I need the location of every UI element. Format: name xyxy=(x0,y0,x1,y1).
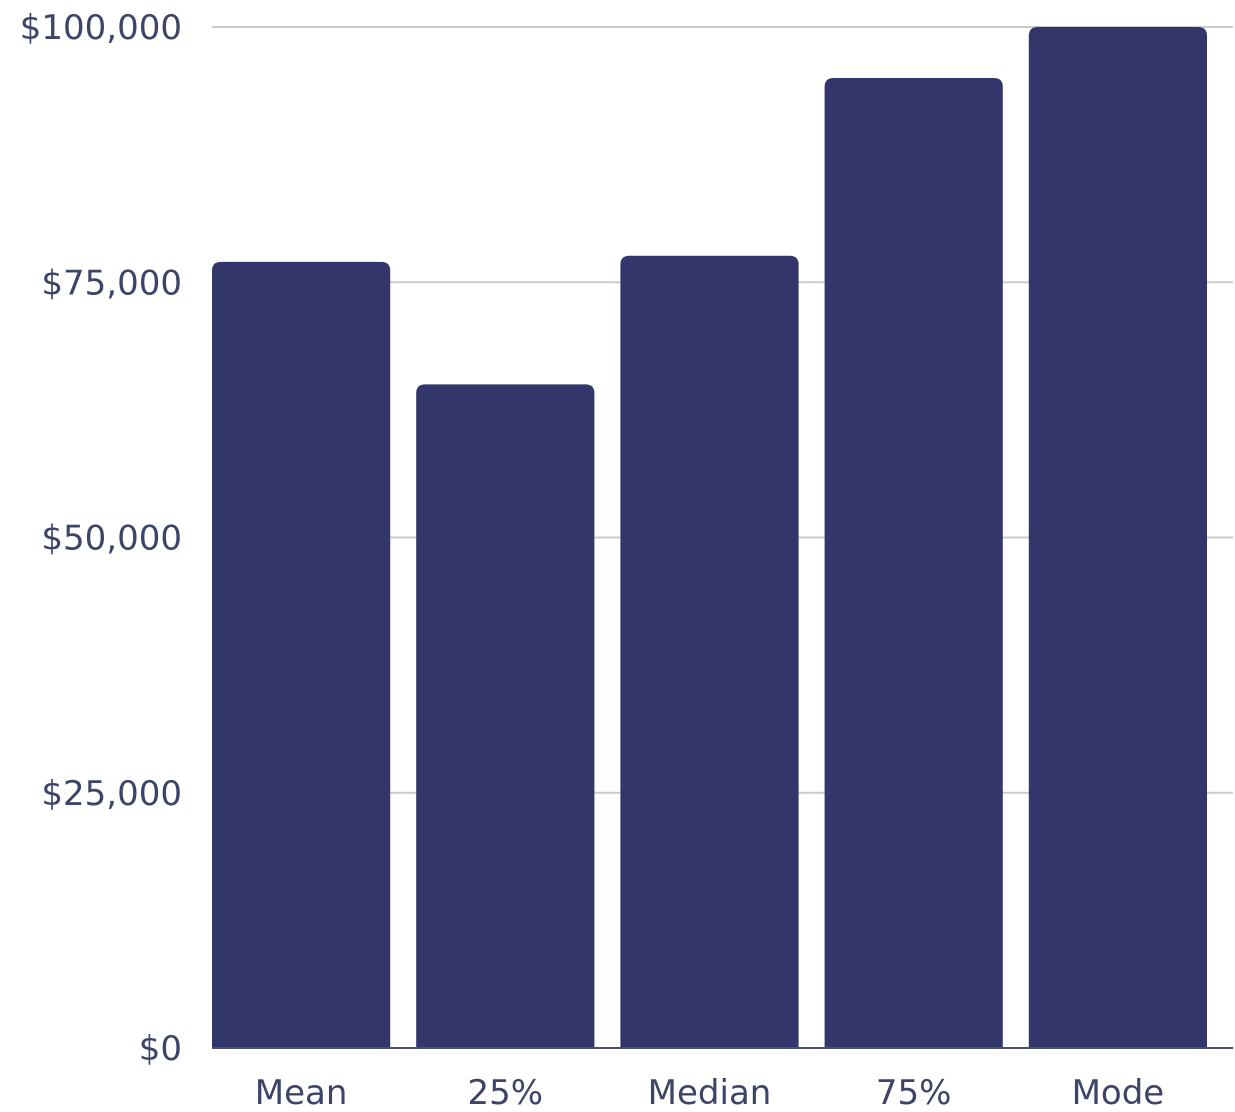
bars xyxy=(212,27,1207,1049)
y-axis-tick-labels: $0 $25,000 $50,000 $75,000 $100,000 xyxy=(20,8,182,1069)
bar-median xyxy=(620,255,799,1049)
y-tick-label: $75,000 xyxy=(41,263,182,303)
bar-75 xyxy=(824,78,1003,1049)
x-axis-tick-labels: Mean 25% Median 75% Mode xyxy=(255,1073,1164,1112)
bar-mean xyxy=(212,261,391,1049)
x-tick-label: 75% xyxy=(876,1073,952,1112)
y-tick-label: $0 xyxy=(139,1029,182,1069)
x-tick-label: Mode xyxy=(1072,1073,1165,1112)
x-tick-label: Mean xyxy=(255,1073,348,1112)
bar-25 xyxy=(416,384,595,1049)
y-tick-label: $50,000 xyxy=(41,519,182,559)
bar-mode xyxy=(1028,27,1207,1048)
x-tick-label: 25% xyxy=(468,1073,544,1112)
x-tick-label: Median xyxy=(648,1073,772,1112)
y-tick-label: $100,000 xyxy=(20,8,182,48)
y-tick-label: $25,000 xyxy=(41,774,182,814)
